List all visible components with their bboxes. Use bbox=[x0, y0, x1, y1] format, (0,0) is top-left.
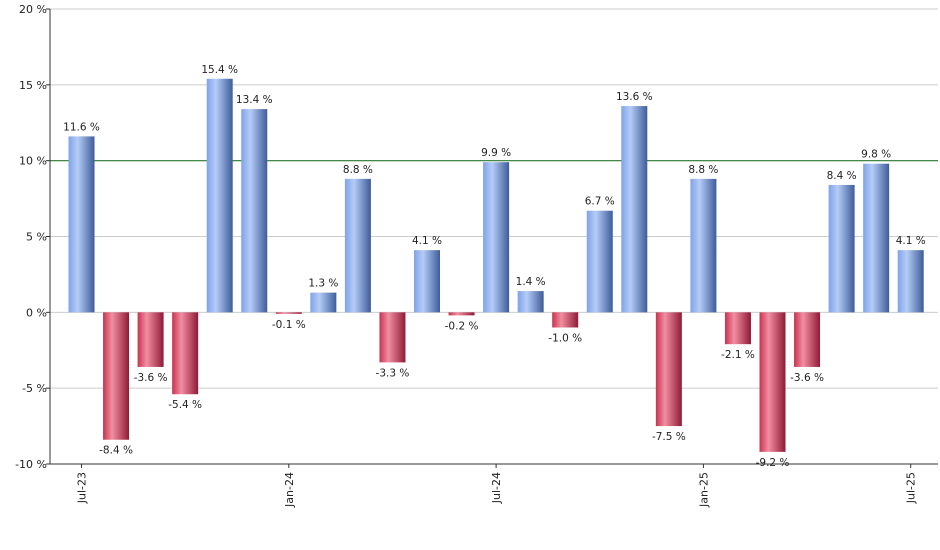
bar bbox=[690, 178, 717, 313]
bar bbox=[483, 162, 510, 313]
x-tick-label: Jul-24 bbox=[490, 472, 503, 504]
data-label: -3.6 % bbox=[134, 372, 168, 384]
bar bbox=[448, 312, 475, 316]
y-tick-label: 5 % bbox=[26, 231, 47, 244]
data-label: 6.7 % bbox=[585, 196, 615, 208]
bar bbox=[68, 136, 95, 313]
bar bbox=[172, 312, 199, 395]
data-label: 4.1 % bbox=[896, 235, 926, 247]
data-label: -2.1 % bbox=[721, 349, 755, 361]
data-labels: 11.6 % -8.4 % -3.6 % -5.4 % 15.4 % 13.4 % -0.1… bbox=[63, 64, 926, 469]
data-label: 1.4 % bbox=[516, 276, 546, 288]
data-label: 11.6 % bbox=[63, 121, 100, 133]
data-label: 8.8 % bbox=[343, 164, 373, 176]
data-label: 9.9 % bbox=[481, 147, 511, 159]
bar bbox=[241, 109, 268, 313]
y-tick-label: -10 % bbox=[15, 458, 47, 471]
bar bbox=[621, 106, 648, 313]
data-label: -0.1 % bbox=[272, 319, 306, 331]
bar bbox=[863, 163, 890, 313]
y-tick-label: 10 % bbox=[19, 155, 47, 168]
data-label: 8.8 % bbox=[688, 164, 718, 176]
y-tick-label: 15 % bbox=[19, 79, 47, 92]
x-tick-label: Jan-25 bbox=[697, 472, 710, 508]
bar bbox=[310, 292, 337, 313]
data-label: -7.5 % bbox=[652, 431, 686, 443]
x-tick-label: Jul-25 bbox=[905, 472, 918, 504]
x-axis-ticks: Jul-23 Jan-24 Jul-24 Jan-25 Jul-25 bbox=[76, 464, 918, 508]
y-tick-label: -5 % bbox=[22, 382, 47, 395]
data-label: 1.3 % bbox=[308, 278, 338, 290]
bar bbox=[414, 250, 440, 313]
bar bbox=[759, 312, 786, 452]
data-label: -8.4 % bbox=[99, 445, 133, 457]
bar bbox=[897, 250, 924, 313]
bar bbox=[379, 312, 406, 363]
bar bbox=[103, 312, 130, 440]
y-tick-label: 20 % bbox=[19, 3, 47, 16]
data-label: -0.2 % bbox=[445, 320, 479, 332]
bar bbox=[344, 178, 371, 313]
bar bbox=[724, 312, 751, 345]
data-label: -5.4 % bbox=[168, 399, 202, 411]
bar bbox=[206, 78, 233, 313]
bar bbox=[275, 312, 302, 314]
y-axis-ticks: 20 % 15 % 10 % 5 % 0 % -5 % -10 % bbox=[15, 3, 50, 471]
bar bbox=[794, 312, 821, 367]
bars bbox=[68, 78, 924, 452]
data-label: -3.6 % bbox=[790, 372, 824, 384]
data-label: -9.2 % bbox=[756, 457, 790, 469]
data-label: 4.1 % bbox=[412, 235, 442, 247]
data-label: -1.0 % bbox=[548, 333, 582, 345]
y-tick-label: 0 % bbox=[26, 306, 47, 319]
bar bbox=[655, 312, 682, 427]
data-label: 8.4 % bbox=[827, 170, 857, 182]
bar bbox=[517, 291, 544, 313]
bar bbox=[828, 184, 855, 313]
data-label: 13.6 % bbox=[616, 91, 653, 103]
data-label: 9.8 % bbox=[861, 149, 891, 161]
x-tick-label: Jul-23 bbox=[76, 472, 89, 504]
x-tick-label: Jan-24 bbox=[283, 472, 296, 508]
bar bbox=[552, 312, 579, 328]
data-label: -3.3 % bbox=[376, 367, 410, 379]
bar bbox=[137, 312, 164, 367]
data-label: 13.4 % bbox=[236, 94, 273, 106]
bar bbox=[586, 210, 613, 313]
data-label: 15.4 % bbox=[201, 64, 238, 76]
